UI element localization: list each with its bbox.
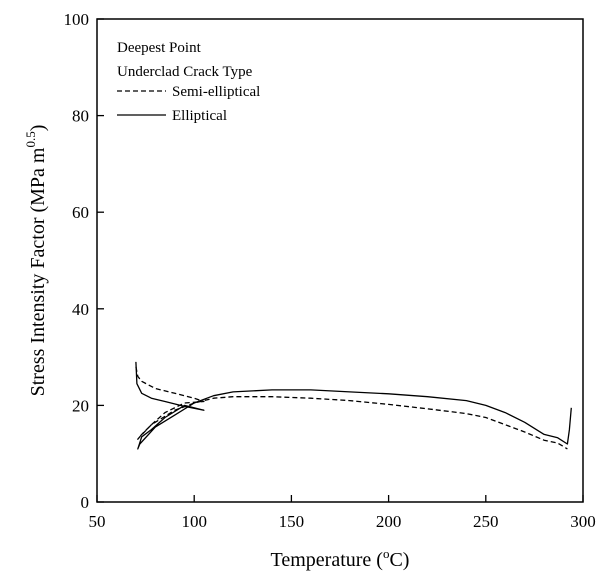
y-tick-label: 60 bbox=[72, 203, 89, 222]
x-axis-title: Temperature (oC) bbox=[271, 546, 410, 571]
y-tick-label: 40 bbox=[72, 300, 89, 319]
y-tick-label: 20 bbox=[72, 396, 89, 415]
plot-layer bbox=[135, 361, 572, 450]
legend-layer: Deepest Point Underclad Crack Type Semi-el… bbox=[117, 40, 260, 124]
x-tick-label: 250 bbox=[473, 512, 499, 531]
legend-heading-location: Deepest Point bbox=[117, 40, 202, 56]
y-axis-title: Stress Intensity Factor (MPa m0.5) bbox=[23, 125, 49, 397]
plot-frame bbox=[96, 18, 584, 503]
x-tick-label: 150 bbox=[279, 512, 305, 531]
x-tick-label: 200 bbox=[376, 512, 402, 531]
legend-heading-crack-type: Underclad Crack Type bbox=[117, 64, 253, 80]
axis-layer: 50 100 150 200 250 300 0 20 40 60 80 100 Temperature… bbox=[23, 10, 596, 571]
x-tick-label: 300 bbox=[570, 512, 596, 531]
x-tick-label: 50 bbox=[89, 512, 106, 531]
legend-entry-label: Semi-elliptical bbox=[172, 84, 260, 100]
series-line-elliptical bbox=[135, 361, 572, 450]
y-tick-label: 100 bbox=[64, 10, 90, 29]
y-tick-label: 0 bbox=[81, 493, 90, 512]
y-tick-label: 80 bbox=[72, 107, 89, 126]
series-line-semi-elliptical bbox=[135, 366, 568, 450]
legend-entry-label: Elliptical bbox=[172, 108, 227, 124]
x-tick-label: 100 bbox=[181, 512, 207, 531]
